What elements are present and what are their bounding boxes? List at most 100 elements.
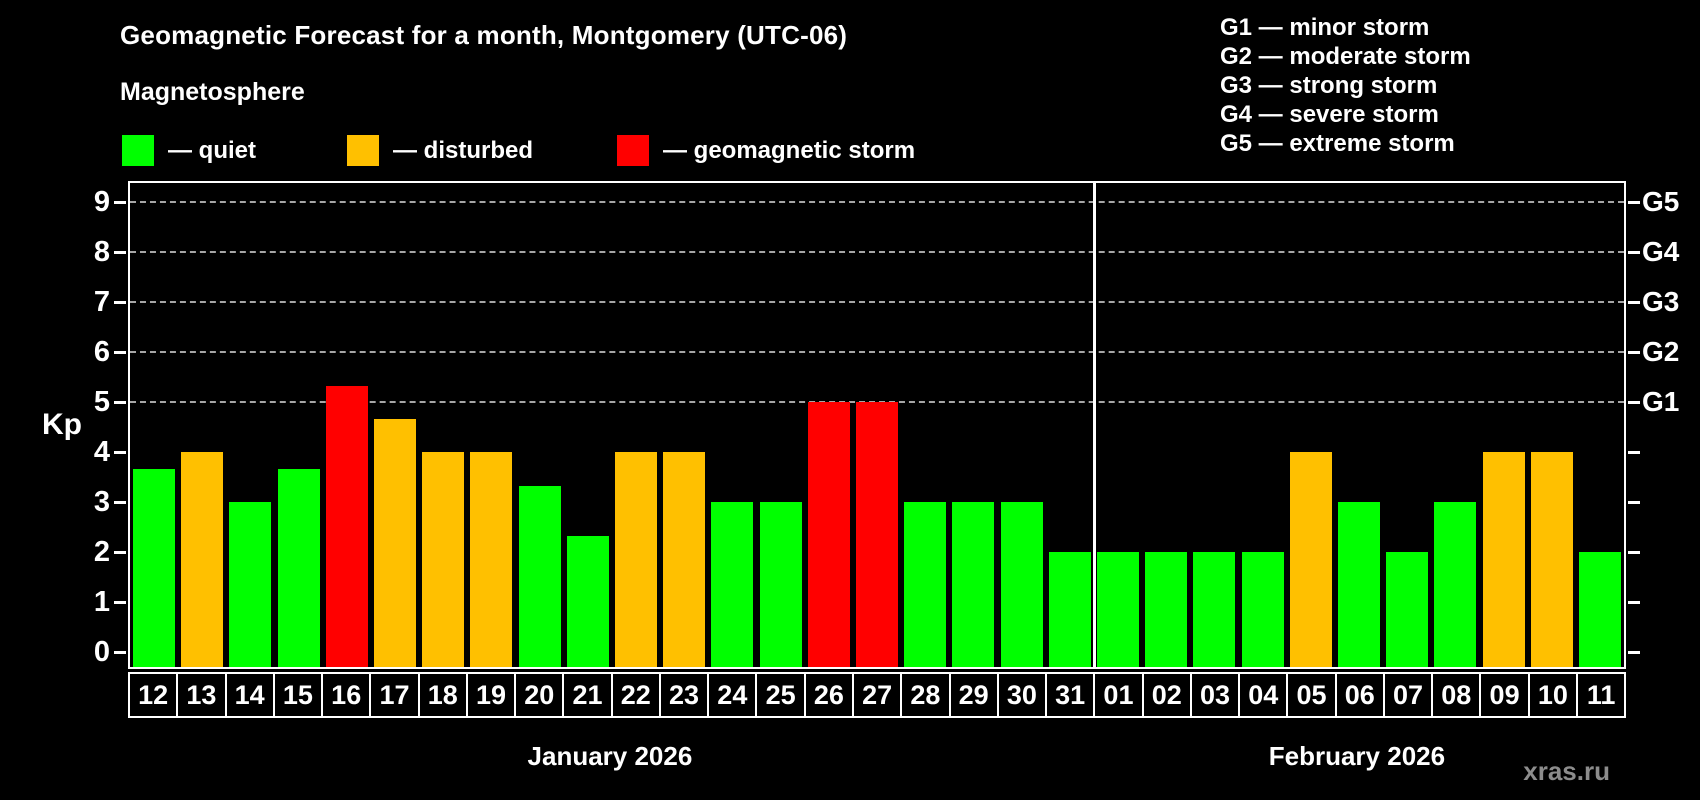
kp-bar-day-18 [422, 452, 465, 667]
gridline-kp-7 [130, 301, 1624, 303]
kp-bar-day-09 [1482, 452, 1525, 667]
y-axis-tick-label: 4 [93, 436, 110, 468]
right-axis-tick [1628, 551, 1640, 554]
day-cell-12: 12 [138, 679, 169, 710]
day-cell-17: 17 [369, 674, 417, 716]
chart-title: Geomagnetic Forecast for a month, Montgo… [120, 20, 848, 50]
day-axis-row: 12 13 14 15 16 17 18 19 20 21 22 23 24 25 26 27 28 29 30 31… [128, 672, 1626, 718]
month-labels-row: January 2026 February 2026 [128, 738, 1626, 774]
kp-bar-day-01 [1096, 552, 1139, 667]
kp-bar-day-23 [663, 452, 706, 667]
g-scale-label-g3: G3 [1642, 286, 1680, 317]
kp-bar-day-03 [1193, 552, 1236, 667]
watermark: xras.ru [1523, 756, 1610, 786]
g-scale-label-g2: G2 [1642, 336, 1680, 367]
kp-bar-day-27 [856, 402, 898, 667]
storm-scale-legend: G1 — minor storm G2 — moderate storm G3 … [1220, 13, 1471, 158]
y-axis-tick-label: 9 [93, 186, 110, 218]
left-axis-tick [114, 351, 126, 354]
g-scale-label-g4: G4 [1642, 236, 1680, 267]
right-axis-tick [1628, 451, 1640, 454]
kp-bar-day-04 [1241, 552, 1284, 667]
right-axis-tick [1628, 501, 1640, 504]
day-cell-08: 08 [1431, 674, 1479, 716]
day-cell-09: 09 [1479, 674, 1527, 716]
right-axis-tick [1628, 301, 1640, 304]
day-cell-04: 04 [1238, 674, 1286, 716]
kp-bar-day-20 [518, 485, 561, 667]
kp-bar-day-07 [1386, 552, 1429, 667]
day-cell-30: 30 [996, 674, 1045, 716]
storm-scale-g4: G4 — severe storm [1220, 101, 1439, 128]
left-axis-tick [114, 201, 126, 204]
kp-bar-day-02 [1145, 552, 1188, 667]
g-scale-label-g5: G5 [1642, 186, 1680, 217]
y-axis-tick-label: 0 [93, 636, 110, 668]
day-cell-24: 24 [707, 674, 755, 716]
chart-subtitle: Magnetosphere [120, 78, 305, 106]
kp-bar-day-12 [133, 468, 176, 667]
day-cell-01: 01 [1093, 674, 1141, 716]
day-cell-23: 23 [658, 674, 707, 716]
y-axis-tick-label: 2 [93, 536, 110, 568]
day-cell-29: 29 [948, 674, 997, 716]
kp-bar-day-24 [711, 502, 754, 667]
kp-bar-day-14 [229, 502, 272, 667]
legend-item-storm: — geomagnetic storm [617, 135, 915, 166]
kp-bar-day-15 [277, 468, 320, 667]
kp-bar-day-21 [566, 535, 609, 667]
kp-bar-day-28 [904, 502, 947, 667]
storm-scale-g3: G3 — strong storm [1220, 72, 1438, 99]
g-scale-label-g1: G1 [1642, 386, 1680, 417]
kp-bar-day-30 [1000, 502, 1043, 667]
month-label-february: February 2026 [1268, 740, 1446, 771]
left-axis-tick [114, 301, 126, 304]
day-cell-07: 07 [1382, 674, 1431, 716]
day-cell-19: 19 [465, 674, 514, 716]
day-cell-14: 14 [224, 674, 273, 716]
left-axis-tick [114, 401, 126, 404]
kp-bar-day-25 [759, 502, 802, 667]
day-cell-02: 02 [1141, 674, 1190, 716]
quiet-label: — quiet [168, 136, 256, 164]
storm-swatch [617, 135, 649, 166]
kp-bar-day-10 [1530, 452, 1573, 667]
gridline-kp-9 [130, 201, 1624, 203]
kp-bar-day-06 [1337, 502, 1380, 667]
disturbed-label: — disturbed [393, 136, 534, 164]
day-cell-26: 26 [803, 674, 852, 716]
day-cell-20: 20 [514, 674, 562, 716]
legend-item-quiet: — quiet [122, 135, 256, 166]
day-cell-03: 03 [1189, 674, 1238, 716]
kp-bar-day-31 [1048, 552, 1091, 667]
right-axis-tick [1628, 651, 1640, 654]
day-cell-18: 18 [417, 674, 466, 716]
day-cell-05: 05 [1286, 674, 1334, 716]
storm-scale-g2: G2 — moderate storm [1220, 43, 1471, 70]
kp-bar-day-05 [1289, 452, 1332, 667]
day-cell-21: 21 [562, 674, 610, 716]
day-cell-25: 25 [755, 674, 803, 716]
day-cell-06: 06 [1334, 674, 1383, 716]
right-axis-tick [1628, 201, 1640, 204]
kp-bar-day-08 [1434, 502, 1477, 667]
plot-area: 0 1 2 3 4 5 6 7 8 9 G1 G2 G3 G4 G5 [94, 181, 1679, 669]
gridline-kp-8 [130, 251, 1624, 253]
storm-scale-g5: G5 — extreme storm [1220, 130, 1455, 157]
day-cell-11: 11 [1575, 674, 1624, 716]
day-cell-28: 28 [900, 674, 948, 716]
y-axis-title: Kp [42, 408, 82, 441]
quiet-swatch [122, 135, 154, 166]
kp-bar-day-17 [374, 418, 417, 667]
day-cell-10: 10 [1527, 674, 1576, 716]
y-axis-tick-label: 5 [93, 386, 110, 418]
left-axis-tick [114, 451, 126, 454]
left-axis-tick [114, 251, 126, 254]
right-axis-tick [1628, 601, 1640, 604]
disturbed-swatch [347, 135, 379, 166]
day-cell-27: 27 [851, 674, 900, 716]
right-axis-tick [1628, 251, 1640, 254]
left-axis-tick [114, 501, 126, 504]
kp-bar-day-11 [1578, 552, 1621, 667]
